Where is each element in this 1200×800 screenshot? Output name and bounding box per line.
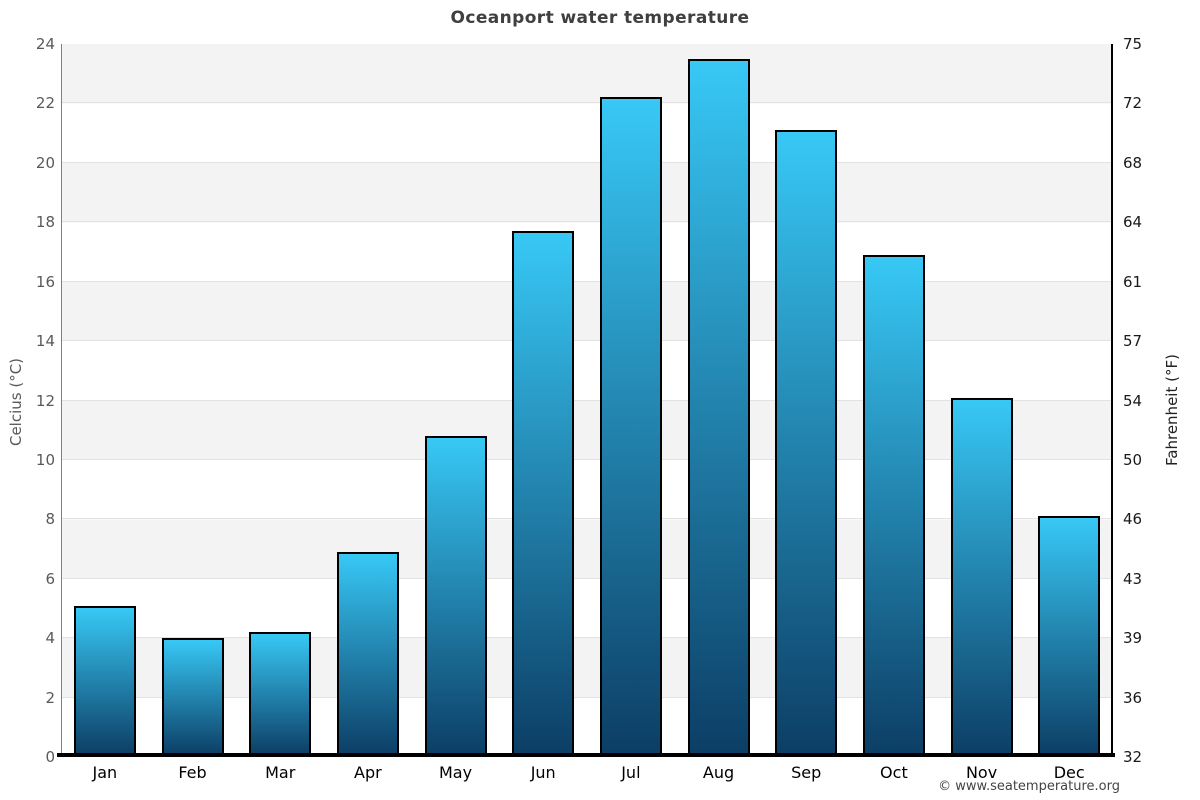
bar-mar[interactable] bbox=[249, 632, 312, 757]
fahrenheit-tick-43: 43 bbox=[1123, 569, 1143, 588]
y-axis-line-left bbox=[61, 44, 62, 756]
bar-apr[interactable] bbox=[336, 552, 399, 757]
gridline bbox=[61, 637, 1113, 639]
bar-jun[interactable] bbox=[512, 231, 575, 757]
month-label-oct: Oct bbox=[880, 763, 908, 782]
fahrenheit-tick-57: 57 bbox=[1123, 332, 1143, 351]
celsius-tick-24: 24 bbox=[35, 35, 55, 53]
fahrenheit-tick-54: 54 bbox=[1123, 391, 1143, 410]
bar-jul[interactable] bbox=[599, 97, 662, 757]
gridline bbox=[61, 161, 1113, 163]
bar-oct[interactable] bbox=[862, 254, 925, 757]
bar-may[interactable] bbox=[424, 436, 487, 757]
bar-aug[interactable] bbox=[687, 58, 750, 757]
celsius-tick-10: 10 bbox=[35, 450, 55, 469]
gridline bbox=[61, 221, 1113, 223]
celsius-tick-18: 18 bbox=[35, 213, 55, 232]
month-label-jul: Jul bbox=[621, 763, 641, 782]
y-axis-ticks-celsius: 0 2 4 6 8 10 12 14 16 18 20 22 24 bbox=[0, 35, 55, 766]
copyright-text: © www.seatemperature.org bbox=[938, 779, 1120, 794]
x-axis-labels: Jan Feb Mar Apr May Jun Jul Aug Sep Oct Nov Dec bbox=[61, 761, 1113, 785]
bar-nov[interactable] bbox=[950, 397, 1013, 757]
celsius-tick-14: 14 bbox=[35, 332, 55, 351]
month-label-jan: Jan bbox=[92, 763, 118, 782]
y-axis-title-fahrenheit: Fahrenheit (°F) bbox=[1163, 354, 1181, 466]
fahrenheit-tick-68: 68 bbox=[1123, 153, 1143, 172]
fahrenheit-tick-61: 61 bbox=[1123, 272, 1143, 291]
fahrenheit-tick-72: 72 bbox=[1123, 94, 1143, 113]
gridline bbox=[61, 280, 1113, 282]
month-label-mar: Mar bbox=[265, 763, 296, 782]
fahrenheit-tick-64: 64 bbox=[1123, 213, 1143, 232]
month-label-jun: Jun bbox=[530, 763, 556, 782]
gridline bbox=[61, 577, 1113, 579]
month-label-nov: Nov bbox=[965, 763, 998, 782]
gridline bbox=[61, 518, 1113, 520]
fahrenheit-tick-39: 39 bbox=[1123, 629, 1143, 648]
fahrenheit-tick-75: 75 bbox=[1123, 35, 1143, 53]
celsius-tick-22: 22 bbox=[35, 94, 55, 113]
chart-title: Oceanport water temperature bbox=[450, 8, 750, 28]
gridline bbox=[61, 696, 1113, 698]
gridline bbox=[61, 458, 1113, 460]
x-axis-line bbox=[57, 753, 1115, 757]
month-label-feb: Feb bbox=[178, 763, 207, 782]
fahrenheit-tick-36: 36 bbox=[1123, 688, 1143, 707]
celsius-tick-6: 6 bbox=[45, 569, 55, 588]
fahrenheit-tick-46: 46 bbox=[1123, 510, 1143, 529]
celsius-tick-20: 20 bbox=[35, 153, 55, 172]
month-label-apr: Apr bbox=[354, 763, 382, 782]
month-label-sep: Sep bbox=[791, 763, 822, 782]
bar-jan[interactable] bbox=[73, 605, 136, 757]
gridline bbox=[61, 340, 1113, 342]
y-axis-ticks-fahrenheit: 32 36 39 43 46 50 54 57 61 64 68 72 75 bbox=[1123, 35, 1183, 766]
month-label-may: May bbox=[438, 763, 473, 782]
fahrenheit-tick-32: 32 bbox=[1123, 748, 1143, 766]
month-label-dec: Dec bbox=[1053, 763, 1085, 782]
bar-dec[interactable] bbox=[1038, 516, 1101, 757]
bar-sep[interactable] bbox=[775, 130, 838, 757]
bar-feb[interactable] bbox=[161, 638, 224, 757]
month-label-aug: Aug bbox=[702, 763, 735, 782]
gridline bbox=[61, 102, 1113, 104]
celsius-tick-2: 2 bbox=[45, 688, 55, 707]
celsius-tick-8: 8 bbox=[45, 510, 55, 529]
plot-area bbox=[61, 44, 1113, 757]
y-axis-line-right bbox=[1111, 44, 1113, 757]
celsius-tick-16: 16 bbox=[35, 272, 55, 291]
gridline bbox=[61, 399, 1113, 401]
celsius-tick-12: 12 bbox=[35, 391, 55, 410]
fahrenheit-tick-50: 50 bbox=[1123, 450, 1143, 469]
celsius-tick-0: 0 bbox=[45, 748, 55, 766]
y-axis-title-celsius: Celcius (°C) bbox=[7, 357, 25, 447]
celsius-tick-4: 4 bbox=[45, 629, 55, 648]
